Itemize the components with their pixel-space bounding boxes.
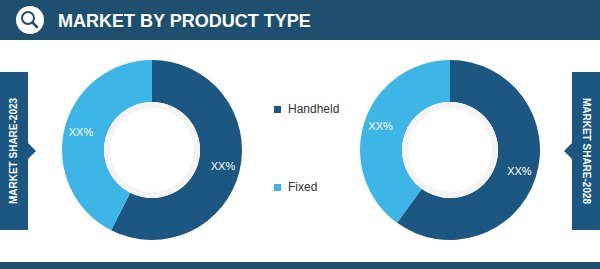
side-tab-arrow bbox=[564, 143, 572, 159]
icon-handle bbox=[33, 23, 38, 28]
donut-hole bbox=[110, 108, 194, 192]
header-bar bbox=[0, 0, 600, 40]
series-name: MARKET SHARE-2028 bbox=[581, 98, 592, 205]
legend: Handheld Fixed bbox=[274, 102, 339, 194]
legend-swatch bbox=[274, 106, 281, 113]
footer-bar bbox=[0, 262, 600, 269]
side-tab: MARKET SHARE-2028 bbox=[564, 72, 600, 230]
chart-root: MARKET BY PRODUCT TYPE XX% XX% XX% XX% MARKET… bbox=[0, 0, 600, 269]
side-tab: MARKET SHARE-2023 bbox=[0, 72, 36, 230]
donut bbox=[360, 60, 540, 240]
donut-hole-shade bbox=[402, 102, 498, 198]
donut bbox=[62, 60, 242, 240]
side-tab-bg bbox=[572, 72, 600, 230]
donut-hole bbox=[408, 108, 492, 192]
labels-layer: XX% XX% XX% XX% bbox=[69, 120, 532, 177]
plot-area bbox=[62, 60, 540, 240]
side-tab-bg bbox=[0, 72, 28, 230]
data-label: XX% bbox=[211, 160, 236, 172]
data-label: XX% bbox=[507, 165, 532, 177]
series-name: MARKET SHARE-2023 bbox=[8, 97, 19, 204]
data-labels: XX% XX% bbox=[69, 126, 236, 172]
legend-label: Handheld bbox=[288, 102, 339, 116]
data-label: XX% bbox=[368, 120, 393, 132]
header-icon bbox=[16, 6, 44, 34]
side-tab-arrow bbox=[28, 143, 36, 159]
legend-label: Fixed bbox=[288, 180, 317, 194]
data-label: XX% bbox=[69, 126, 94, 138]
data-labels: XX% XX% bbox=[368, 120, 532, 177]
icon-circle bbox=[16, 6, 44, 34]
chart-title: MARKET BY PRODUCT TYPE bbox=[58, 11, 311, 31]
legend-swatch bbox=[274, 184, 281, 191]
donut-hole-shade bbox=[104, 102, 200, 198]
